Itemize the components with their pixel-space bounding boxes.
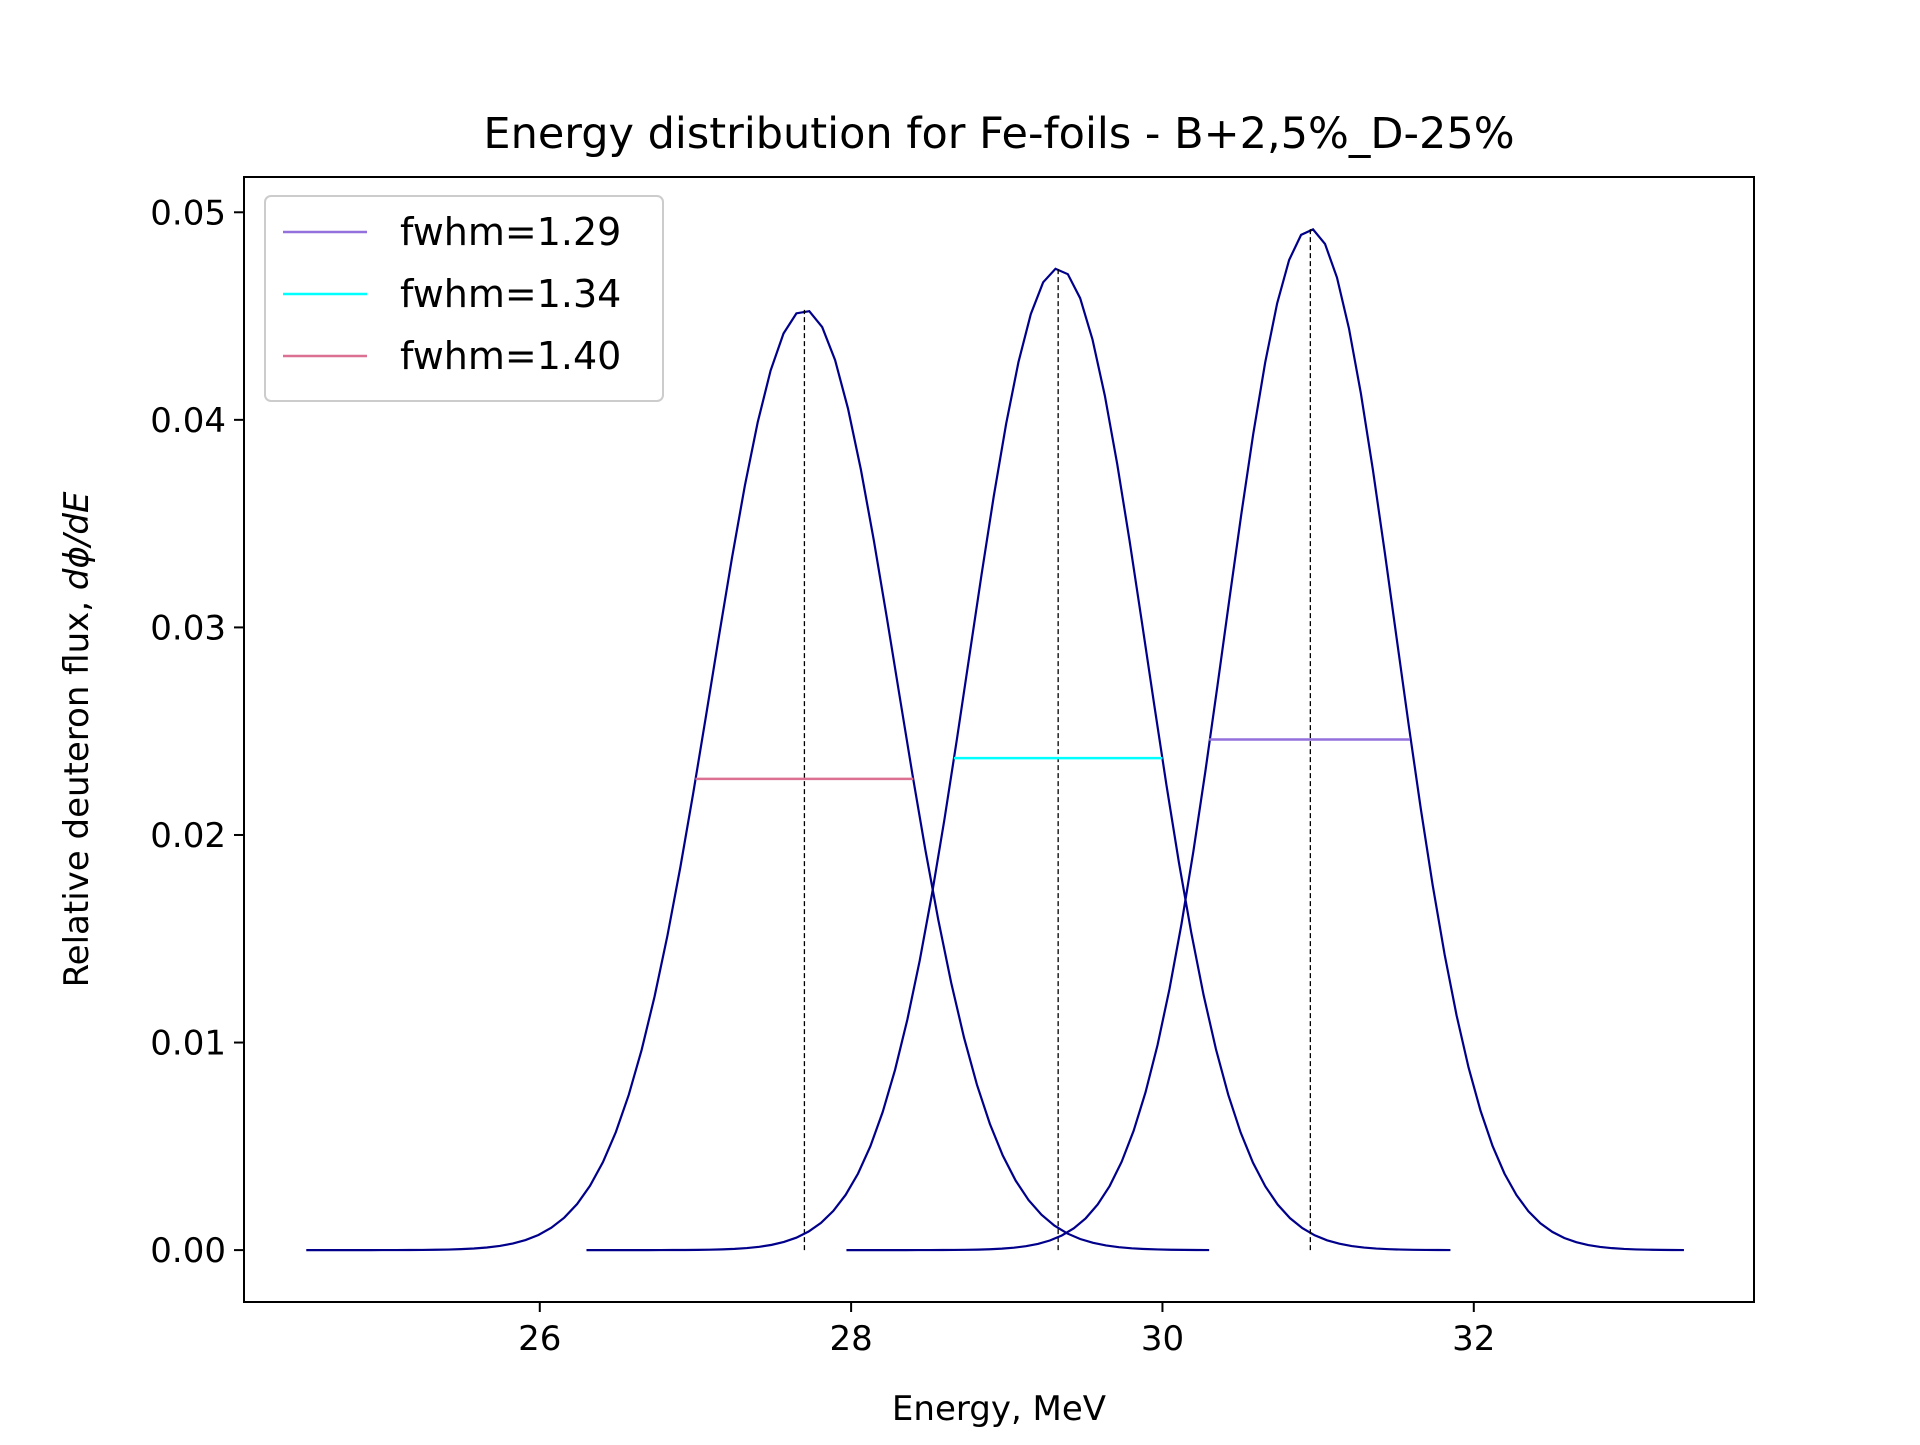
distribution-curve-1: [306, 309, 1210, 1252]
x-tick-label: 32: [1452, 1319, 1495, 1359]
y-tick-label: 0.01: [150, 1024, 226, 1064]
distribution-curve-3: [846, 228, 1684, 1252]
axis-ticks: 26 28 30 32 0.00 0.01 0.02 0.03 0.04 0.05: [150, 193, 1495, 1359]
chart-title: Energy distribution for Fe-foils - B+2,5…: [483, 109, 1514, 159]
y-axis-label: Relative deuteron flux, dϕ/dE: [57, 491, 97, 987]
x-tick-label: 28: [829, 1319, 872, 1359]
x-axis-label: Energy, MeV: [892, 1389, 1106, 1429]
y-tick-label: 0.05: [150, 193, 226, 233]
y-tick-label: 0.00: [150, 1231, 226, 1271]
legend-entry-label: fwhm=1.34: [400, 272, 621, 316]
y-axis-label-math: dϕ/dE: [57, 491, 97, 590]
plot-marks: [306, 228, 1684, 1252]
distribution-curve-2: [586, 267, 1451, 1252]
legend-entry-label: fwhm=1.29: [400, 210, 621, 254]
y-tick-label: 0.02: [150, 816, 226, 856]
legend-box: [264, 195, 664, 402]
plot-frame: [243, 176, 1755, 1303]
legend: fwhm=1.29 fwhm=1.34 fwhm=1.40: [264, 195, 664, 402]
y-tick-label: 0.03: [150, 608, 226, 648]
y-tick-label: 0.04: [150, 401, 226, 441]
legend-entry-label: fwhm=1.40: [400, 334, 621, 378]
x-tick-label: 30: [1141, 1319, 1184, 1359]
y-axis-label-text: Relative deuteron flux,: [57, 590, 97, 987]
x-tick-label: 26: [518, 1319, 561, 1359]
